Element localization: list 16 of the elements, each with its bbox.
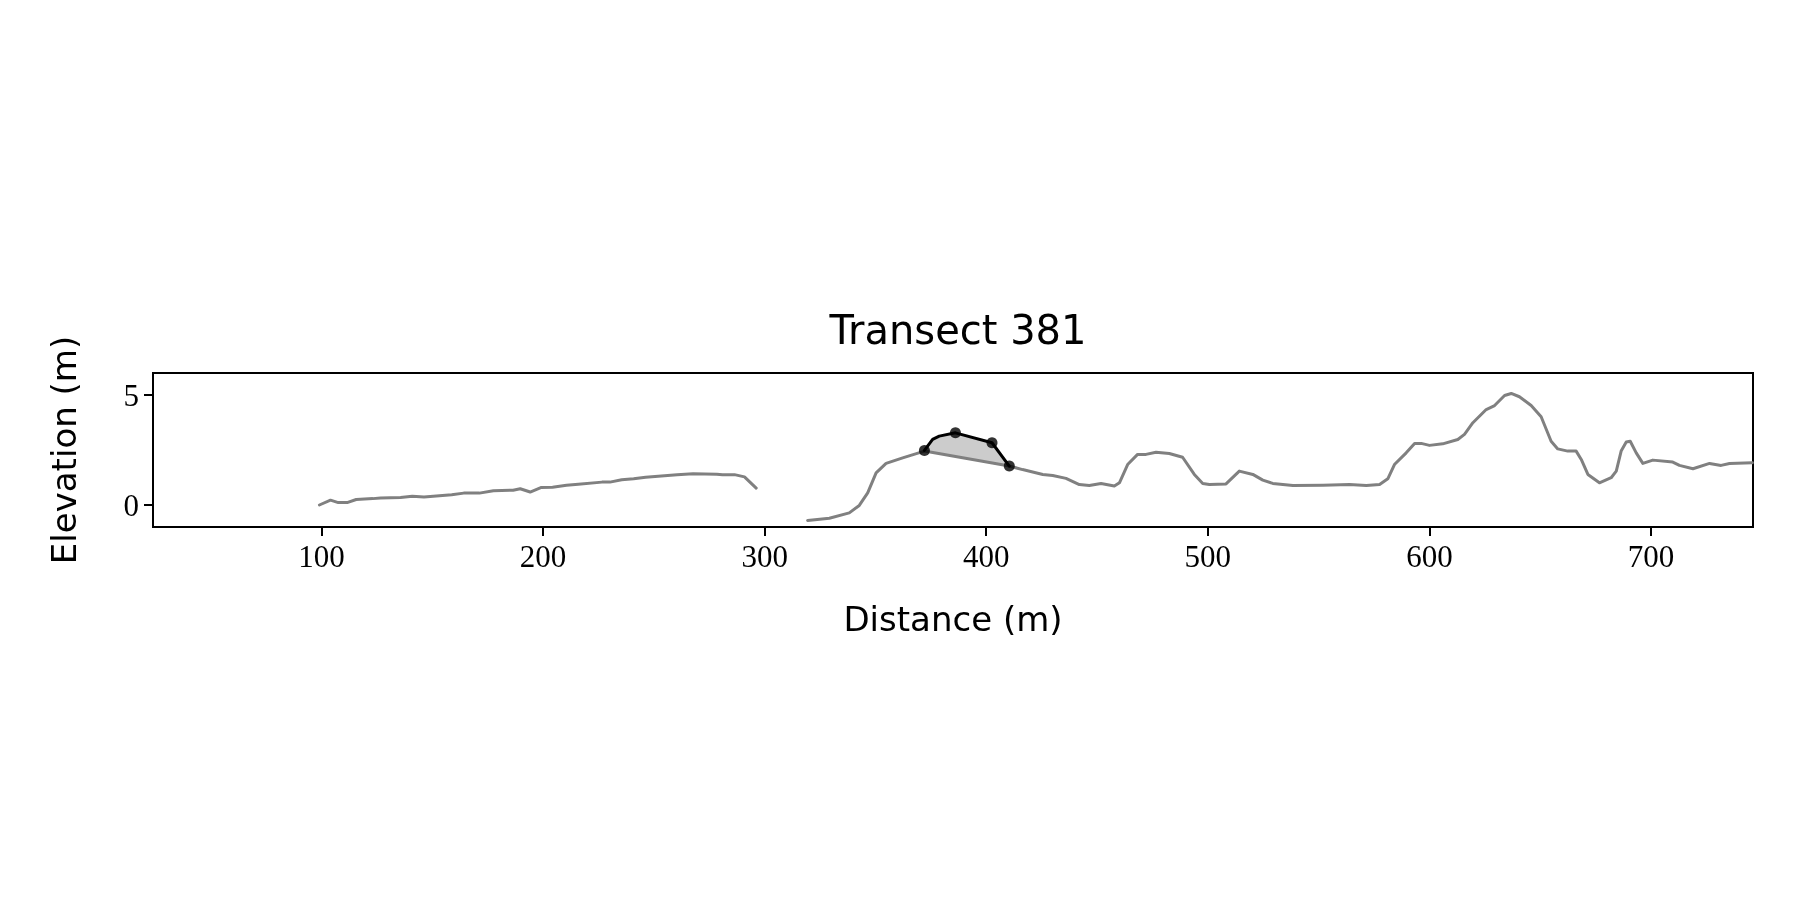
x-tick-label: 200 <box>519 539 567 574</box>
x-tick-label: 300 <box>741 539 788 574</box>
x-tick-label: 100 <box>298 539 345 574</box>
point <box>918 444 930 456</box>
x-tick-label: 600 <box>1406 539 1453 574</box>
chart-title: Transect 381 <box>828 307 1087 353</box>
y-tick-label: 0 <box>123 487 139 523</box>
y-tick-label: 5 <box>123 377 139 413</box>
point <box>986 437 998 449</box>
point <box>949 427 961 439</box>
point <box>1003 460 1015 472</box>
x-axis-title: Distance (m) <box>843 599 1063 639</box>
x-tick-label: 500 <box>1184 539 1232 574</box>
y-axis-title: Elevation (m) <box>44 335 84 565</box>
x-tick-label: 400 <box>962 539 1010 574</box>
x-tick-label: 700 <box>1627 539 1675 574</box>
